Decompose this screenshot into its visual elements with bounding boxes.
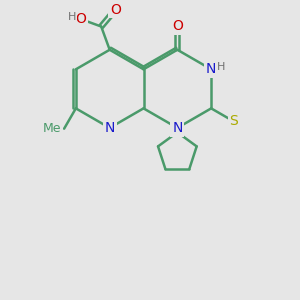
Text: N: N [172,121,182,135]
Text: O: O [172,19,183,33]
Text: S: S [230,114,238,128]
Text: N: N [104,121,115,135]
Text: H: H [68,12,76,22]
Text: Me: Me [43,122,62,135]
Text: O: O [75,12,86,26]
Text: O: O [110,3,121,16]
Text: H: H [217,62,225,72]
Text: N: N [206,62,216,76]
